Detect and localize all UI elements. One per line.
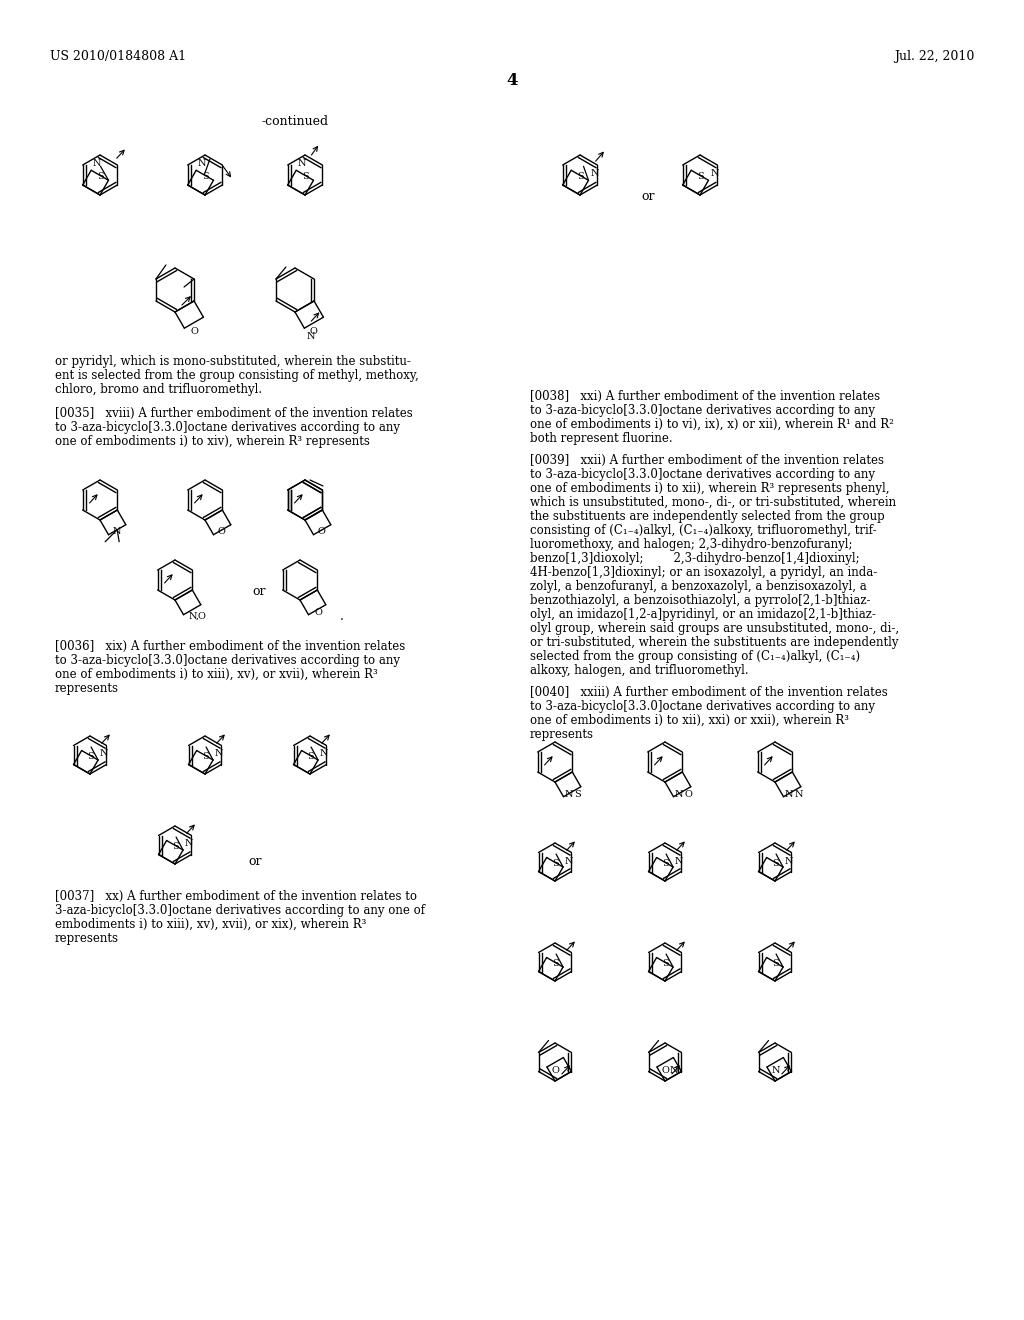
Text: N: N [784, 789, 793, 799]
Text: N: N [93, 158, 101, 168]
Text: S: S [97, 173, 103, 181]
Text: or pyridyl, which is mono-substituted, wherein the substitu-: or pyridyl, which is mono-substituted, w… [55, 355, 411, 368]
Text: N: N [784, 857, 793, 866]
Text: N: N [198, 158, 207, 168]
Text: S: S [574, 789, 581, 799]
Text: to 3-aza-bicyclo[3.3.0]octane derivatives according to any: to 3-aza-bicyclo[3.3.0]octane derivative… [55, 421, 400, 434]
Text: N: N [306, 333, 314, 341]
Text: S: S [577, 173, 584, 181]
Text: embodiments i) to xiii), xv), xvii), or xix), wherein R³: embodiments i) to xiii), xv), xvii), or … [55, 917, 367, 931]
Text: N: N [675, 857, 683, 866]
Text: ent is selected from the group consisting of methyl, methoxy,: ent is selected from the group consistin… [55, 370, 419, 381]
Text: or tri-substituted, wherein the substituents are independently: or tri-substituted, wherein the substitu… [530, 636, 898, 649]
Text: [0040]   xxiii) A further embodiment of the invention relates: [0040] xxiii) A further embodiment of th… [530, 686, 888, 700]
Text: one of embodiments i) to xii), xxi) or xxii), wherein R³: one of embodiments i) to xii), xxi) or x… [530, 714, 849, 727]
Text: S: S [772, 859, 778, 869]
Text: S: S [172, 842, 178, 851]
Text: N: N [184, 840, 193, 849]
Text: zolyl, a benzofuranyl, a benzoxazolyl, a benzisoxazolyl, a: zolyl, a benzofuranyl, a benzoxazolyl, a… [530, 579, 866, 593]
Text: one of embodiments i) to xiii), xv), or xvii), wherein R³: one of embodiments i) to xiii), xv), or … [55, 668, 378, 681]
Text: N: N [113, 527, 121, 536]
Text: [0039]   xxii) A further embodiment of the invention relates: [0039] xxii) A further embodiment of the… [530, 454, 884, 467]
Text: O: O [662, 1067, 669, 1076]
Text: alkoxy, halogen, and trifluoromethyl.: alkoxy, halogen, and trifluoromethyl. [530, 664, 749, 677]
Text: consisting of (C₁₋₄)alkyl, (C₁₋₄)alkoxy, trifluoromethyl, trif-: consisting of (C₁₋₄)alkyl, (C₁₋₄)alkoxy,… [530, 524, 877, 537]
Text: luoromethoxy, and halogen; 2,3-dihydro-benzofuranyl;: luoromethoxy, and halogen; 2,3-dihydro-b… [530, 539, 853, 550]
Text: to 3-aza-bicyclo[3.3.0]octane derivatives according to any: to 3-aza-bicyclo[3.3.0]octane derivative… [55, 653, 400, 667]
Text: which is unsubstituted, mono-, di-, or tri-substituted, wherein: which is unsubstituted, mono-, di-, or t… [530, 496, 896, 510]
Text: N: N [214, 750, 223, 759]
Text: [0036]   xix) A further embodiment of the invention relates: [0036] xix) A further embodiment of the … [55, 640, 406, 653]
Text: the substituents are independently selected from the group: the substituents are independently selec… [530, 510, 885, 523]
Text: O: O [198, 611, 205, 620]
Text: selected from the group consisting of (C₁₋₄)alkyl, (C₁₋₄): selected from the group consisting of (C… [530, 649, 860, 663]
Text: N: N [319, 750, 328, 759]
Text: to 3-aza-bicyclo[3.3.0]octane derivatives according to any: to 3-aza-bicyclo[3.3.0]octane derivative… [530, 469, 874, 480]
Text: benzothiazolyl, a benzoisothiazolyl, a pyrrolo[2,1-b]thiaz-: benzothiazolyl, a benzoisothiazolyl, a p… [530, 594, 870, 607]
Text: S: S [87, 752, 93, 762]
Text: O: O [551, 1067, 559, 1076]
Text: or: or [641, 190, 654, 203]
Text: [0037]   xx) A further embodiment of the invention relates to: [0037] xx) A further embodiment of the i… [55, 890, 417, 903]
Text: one of embodiments i) to xii), wherein R³ represents phenyl,: one of embodiments i) to xii), wherein R… [530, 482, 890, 495]
Text: one of embodiments i) to xiv), wherein R³ represents: one of embodiments i) to xiv), wherein R… [55, 436, 370, 447]
Text: O: O [190, 326, 199, 335]
Text: O: O [314, 607, 322, 616]
Text: .: . [340, 610, 344, 623]
Text: both represent fluorine.: both represent fluorine. [530, 432, 673, 445]
Text: represents: represents [530, 729, 594, 741]
Text: [0035]   xviii) A further embodiment of the invention relates: [0035] xviii) A further embodiment of th… [55, 407, 413, 420]
Text: S: S [202, 752, 209, 762]
Text: N: N [564, 789, 572, 799]
Text: N: N [711, 169, 719, 178]
Text: N: N [771, 1067, 779, 1076]
Text: O: O [684, 789, 692, 799]
Text: O: O [217, 527, 225, 536]
Text: N: N [564, 857, 573, 866]
Text: S: S [552, 960, 559, 969]
Text: O: O [310, 326, 317, 335]
Text: N: N [298, 158, 306, 168]
Text: 4H-benzo[1,3]dioxinyl; or an isoxazolyl, a pyridyl, an inda-: 4H-benzo[1,3]dioxinyl; or an isoxazolyl,… [530, 566, 878, 579]
Text: S: S [307, 752, 313, 762]
Text: N: N [795, 789, 803, 799]
Text: 3-aza-bicyclo[3.3.0]octane derivatives according to any one of: 3-aza-bicyclo[3.3.0]octane derivatives a… [55, 904, 425, 917]
Text: S: S [697, 173, 703, 181]
Text: S: S [662, 960, 669, 969]
Text: Jul. 22, 2010: Jul. 22, 2010 [894, 50, 974, 63]
Text: olyl, an imidazo[1,2-a]pyridinyl, or an imidazo[2,1-b]thiaz-: olyl, an imidazo[1,2-a]pyridinyl, or an … [530, 609, 876, 620]
Text: represents: represents [55, 932, 119, 945]
Text: or: or [248, 855, 261, 869]
Text: N: N [674, 789, 683, 799]
Text: S: S [772, 960, 778, 969]
Text: chloro, bromo and trifluoromethyl.: chloro, bromo and trifluoromethyl. [55, 383, 262, 396]
Text: one of embodiments i) to vi), ix), x) or xii), wherein R¹ and R²: one of embodiments i) to vi), ix), x) or… [530, 418, 894, 432]
Text: to 3-aza-bicyclo[3.3.0]octane derivatives according to any: to 3-aza-bicyclo[3.3.0]octane derivative… [530, 404, 874, 417]
Text: [0038]   xxi) A further embodiment of the invention relates: [0038] xxi) A further embodiment of the … [530, 389, 880, 403]
Text: to 3-aza-bicyclo[3.3.0]octane derivatives according to any: to 3-aza-bicyclo[3.3.0]octane derivative… [530, 700, 874, 713]
Text: -continued: -continued [261, 115, 329, 128]
Text: benzo[1,3]dioxolyl;        2,3-dihydro-benzo[1,4]dioxinyl;: benzo[1,3]dioxolyl; 2,3-dihydro-benzo[1,… [530, 552, 859, 565]
Text: S: S [302, 173, 308, 181]
Text: S: S [552, 859, 559, 869]
Text: 4: 4 [506, 73, 518, 88]
Text: represents: represents [55, 682, 119, 696]
Text: S: S [202, 173, 209, 181]
Text: N: N [669, 1067, 678, 1076]
Text: US 2010/0184808 A1: US 2010/0184808 A1 [50, 50, 186, 63]
Text: or: or [252, 585, 265, 598]
Text: O: O [317, 527, 325, 536]
Text: S: S [662, 859, 669, 869]
Text: N: N [99, 750, 108, 759]
Text: N: N [590, 169, 599, 178]
Text: olyl group, wherein said groups are unsubstituted, mono-, di-,: olyl group, wherein said groups are unsu… [530, 622, 899, 635]
Text: N,: N, [188, 611, 199, 620]
